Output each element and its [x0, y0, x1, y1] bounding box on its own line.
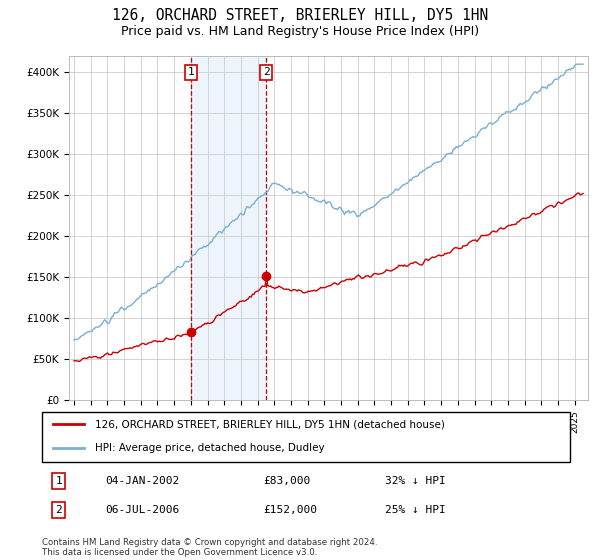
FancyBboxPatch shape [42, 412, 570, 462]
Text: £152,000: £152,000 [264, 505, 318, 515]
Text: 06-JUL-2006: 06-JUL-2006 [106, 505, 179, 515]
Text: 2: 2 [263, 67, 269, 77]
Text: 126, ORCHARD STREET, BRIERLEY HILL, DY5 1HN (detached house): 126, ORCHARD STREET, BRIERLEY HILL, DY5 … [95, 419, 445, 429]
Text: Contains HM Land Registry data © Crown copyright and database right 2024.
This d: Contains HM Land Registry data © Crown c… [42, 538, 377, 557]
Text: 1: 1 [188, 67, 194, 77]
Text: HPI: Average price, detached house, Dudley: HPI: Average price, detached house, Dudl… [95, 443, 325, 453]
Bar [191, 56, 266, 400]
Text: 126, ORCHARD STREET, BRIERLEY HILL, DY5 1HN: 126, ORCHARD STREET, BRIERLEY HILL, DY5 … [112, 8, 488, 24]
Text: 1: 1 [56, 476, 62, 486]
Text: £83,000: £83,000 [264, 476, 311, 486]
Text: 25% ↓ HPI: 25% ↓ HPI [385, 505, 446, 515]
Text: 2: 2 [56, 505, 62, 515]
Text: 32% ↓ HPI: 32% ↓ HPI [385, 476, 446, 486]
Text: Price paid vs. HM Land Registry's House Price Index (HPI): Price paid vs. HM Land Registry's House … [121, 25, 479, 38]
Text: 04-JAN-2002: 04-JAN-2002 [106, 476, 179, 486]
